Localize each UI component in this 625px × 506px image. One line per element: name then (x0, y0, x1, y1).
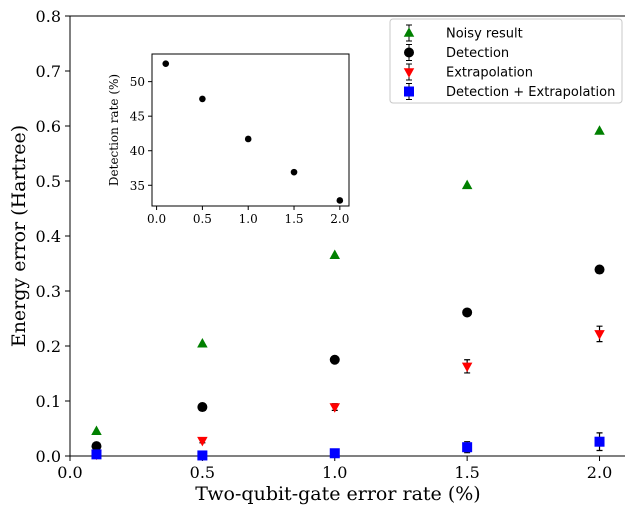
y-tick-label: 0.6 (36, 117, 61, 136)
series-detection-extrapolation (91, 432, 605, 461)
data-point (197, 450, 208, 461)
data-point (91, 449, 102, 460)
y-tick-label: 0.2 (36, 337, 61, 356)
legend-entry: Detection + Extrapolation (446, 85, 615, 100)
x-axis-label: Two-qubit-gate error rate (%) (195, 483, 480, 505)
x-tick-label: 1.5 (454, 463, 479, 482)
inset-y-tick-label: 50 (130, 75, 145, 89)
inset-data-point (244, 135, 252, 143)
data-point (197, 436, 208, 447)
series-noisy-result (91, 125, 605, 435)
inset-data-point (336, 197, 344, 204)
inset-frame (151, 53, 350, 207)
data-point (594, 330, 605, 340)
y-axis-label: Energy error (Hartree) (8, 125, 30, 347)
legend-marker (403, 27, 415, 37)
data-point (329, 354, 340, 365)
x-tick-label: 0.5 (190, 463, 215, 482)
inset-y-tick-label: 40 (130, 144, 145, 158)
data-point (329, 249, 341, 259)
data-point (91, 425, 102, 435)
inset-x-tick-label: 0.5 (193, 212, 212, 226)
x-tick-label: 2.0 (587, 463, 612, 482)
y-tick-label: 0.7 (36, 62, 61, 81)
x-tick-label: 1.0 (322, 463, 347, 482)
series-extrapolation (91, 325, 605, 461)
inset-x-tick-label: 0.0 (147, 212, 166, 226)
data-point (197, 402, 208, 413)
inset-y-tick-label: 35 (130, 179, 145, 193)
inset-data-point (162, 60, 170, 67)
legend-box (389, 18, 623, 104)
y-tick-label: 0.1 (36, 392, 61, 411)
inset-y-tick-label: 45 (130, 110, 145, 124)
data-point (91, 441, 102, 452)
inset-x-tick-label: 1.0 (239, 212, 258, 226)
inset-data-point (290, 168, 298, 176)
data-point (461, 362, 473, 373)
legend-entry: Noisy result (446, 27, 523, 42)
y-tick-label: 0.3 (36, 282, 61, 301)
inset-x-tick-label: 2.0 (330, 212, 349, 226)
data-point (329, 403, 341, 413)
data-point (594, 264, 605, 275)
legend-marker (403, 68, 415, 78)
inset-plot: 0.0 0.5 1.0 1.5 2.0 35 40 45 50 Detection rate (%… (107, 53, 350, 226)
data-point (594, 125, 605, 135)
data-point (462, 442, 473, 453)
inset-x-tick-label: 1.5 (284, 212, 303, 226)
inset-data-point (199, 95, 206, 103)
x-tick-label: 0.0 (57, 463, 82, 482)
data-point (594, 436, 605, 447)
data-point (197, 338, 208, 348)
data-point (329, 448, 340, 459)
legend: Noisy result Detection Extrapolation Detect… (389, 18, 623, 104)
legend-entry: Detection (446, 46, 509, 61)
legend-marker (404, 47, 414, 58)
series-detection (91, 264, 605, 452)
data-point (462, 307, 473, 318)
y-tick-label: 0.5 (36, 172, 61, 191)
y-tick-label: 0.4 (36, 227, 61, 246)
y-tick-label: 0.8 (36, 7, 61, 26)
data-point (461, 179, 473, 190)
legend-entry: Extrapolation (446, 66, 533, 81)
legend-marker (404, 86, 414, 97)
inset-y-axis-label: Detection rate (%) (107, 74, 121, 186)
main-plot: 0.0 0.5 1.0 1.5 2.0 0.0 0.1 0.2 0.3 0.4 0.5 0.6 0.7 0… (8, 7, 625, 505)
y-tick-label: 0.0 (36, 447, 61, 466)
